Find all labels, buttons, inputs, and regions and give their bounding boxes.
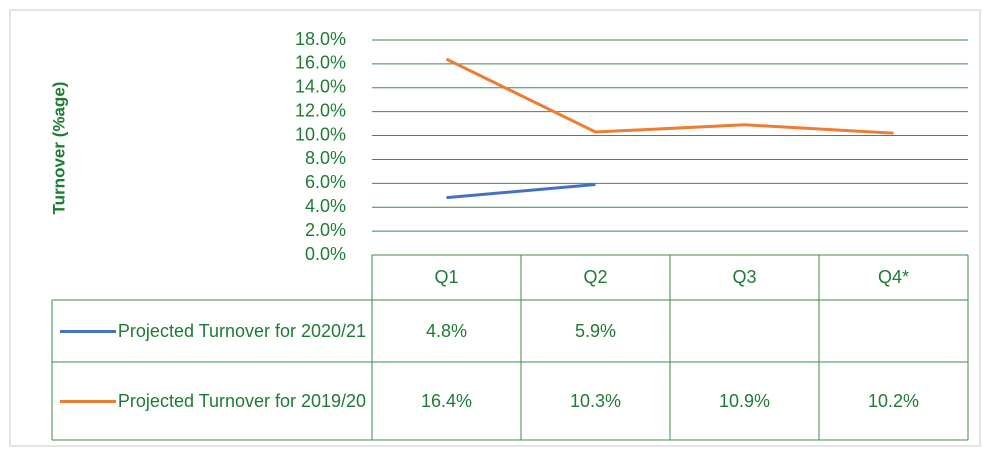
legend-swatch bbox=[60, 329, 116, 333]
y-tick-label: 6.0% bbox=[305, 172, 346, 192]
table-value: 16.4% bbox=[420, 390, 473, 411]
table-value: 10.3% bbox=[569, 390, 622, 411]
y-tick-label: 12.0% bbox=[295, 100, 346, 120]
series-line bbox=[446, 183, 596, 200]
category-label: Q3 bbox=[732, 267, 757, 287]
y-tick-label: 10.0% bbox=[295, 124, 346, 144]
legend-entry: Projected Turnover for 2019/20 bbox=[60, 362, 368, 440]
category-label: Q2 bbox=[583, 267, 608, 287]
y-tick-label: 8.0% bbox=[305, 148, 346, 168]
table-value: 10.2% bbox=[867, 390, 920, 411]
legend-label: Projected Turnover for 2019/20 bbox=[117, 390, 367, 411]
table-value: 4.8% bbox=[425, 320, 468, 341]
y-tick-label: 0.0% bbox=[305, 244, 346, 264]
table-value: 10.9% bbox=[718, 390, 771, 411]
y-tick-label: 2.0% bbox=[305, 220, 346, 240]
legend-label: Projected Turnover for 2020/21 bbox=[117, 320, 367, 341]
y-tick-label: 14.0% bbox=[295, 77, 346, 97]
data-table-lines bbox=[51, 255, 969, 441]
y-tick-label: 4.0% bbox=[305, 196, 346, 216]
legend-swatch bbox=[60, 399, 116, 403]
y-tick-label: 18.0% bbox=[295, 29, 346, 49]
y-tick-label: 16.0% bbox=[295, 53, 346, 73]
chart-border bbox=[9, 9, 981, 447]
y-axis-label: Turnover (%age) bbox=[49, 82, 68, 215]
legend-entry: Projected Turnover for 2020/21 bbox=[60, 300, 368, 362]
category-label: Q1 bbox=[434, 267, 459, 287]
table-value: 5.9% bbox=[574, 320, 617, 341]
series-line bbox=[445, 57, 894, 135]
category-label: Q4* bbox=[877, 267, 910, 287]
